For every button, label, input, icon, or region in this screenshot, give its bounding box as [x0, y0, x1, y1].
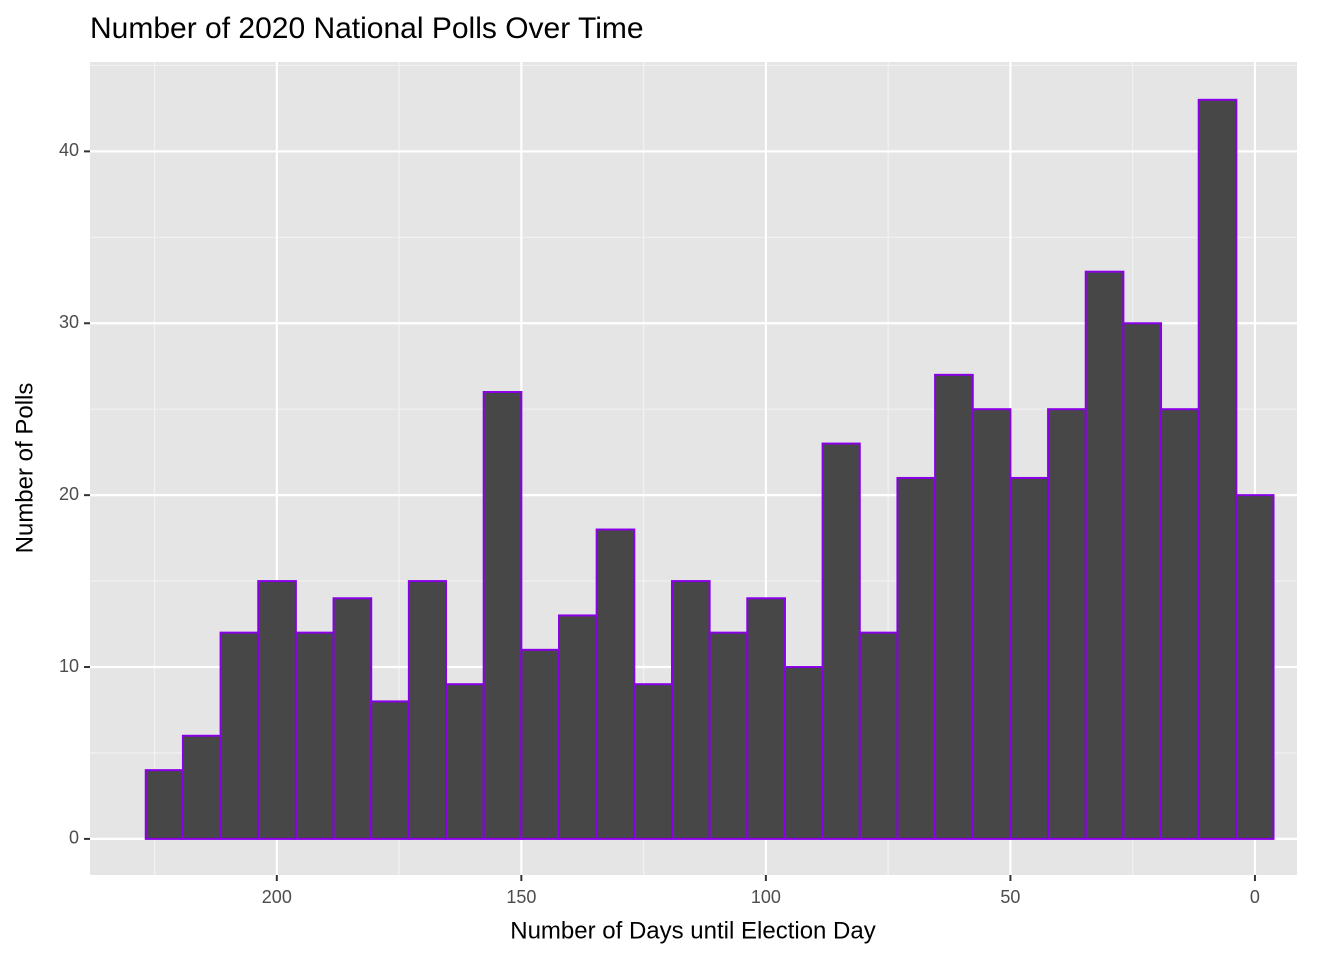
y-tick-label: 10 [59, 656, 79, 676]
x-axis-title: Number of Days until Election Day [510, 917, 875, 944]
y-axis-title: Number of Polls [11, 383, 38, 554]
bars [144, 98, 1275, 840]
bar [144, 769, 184, 840]
bar [1235, 494, 1275, 840]
x-tick-label: 50 [1000, 887, 1020, 907]
bar [896, 476, 937, 840]
bar [370, 700, 410, 840]
bar [1122, 322, 1163, 840]
x-tick-label: 0 [1250, 887, 1260, 907]
bar [332, 597, 373, 840]
bar [520, 648, 561, 840]
bar [219, 631, 260, 840]
bar [971, 408, 1012, 840]
chart-title: Number of 2020 National Polls Over Time [90, 12, 644, 45]
bar [558, 614, 598, 840]
bar [1197, 98, 1238, 840]
y-tick-label: 0 [69, 828, 79, 848]
bar [633, 683, 673, 840]
y-tick-label: 40 [59, 140, 79, 160]
bar [1160, 408, 1200, 840]
bar [1009, 476, 1050, 840]
bar [1084, 270, 1125, 840]
bar [407, 580, 448, 840]
bar [934, 373, 974, 840]
x-tick-label: 200 [262, 887, 292, 907]
bar [670, 580, 711, 840]
bar [181, 734, 222, 840]
bar [821, 442, 861, 840]
bar [858, 631, 899, 840]
bar [445, 683, 485, 840]
x-tick-label: 100 [751, 887, 781, 907]
x-tick-label: 150 [506, 887, 536, 907]
bar [294, 631, 335, 840]
y-tick-label: 30 [59, 312, 79, 332]
bar [783, 666, 824, 840]
bar [708, 631, 749, 840]
bar [257, 580, 297, 840]
bar [595, 528, 636, 840]
y-tick-label: 20 [59, 484, 79, 504]
bar [746, 597, 786, 840]
bar [1047, 408, 1087, 840]
bar [482, 391, 523, 840]
